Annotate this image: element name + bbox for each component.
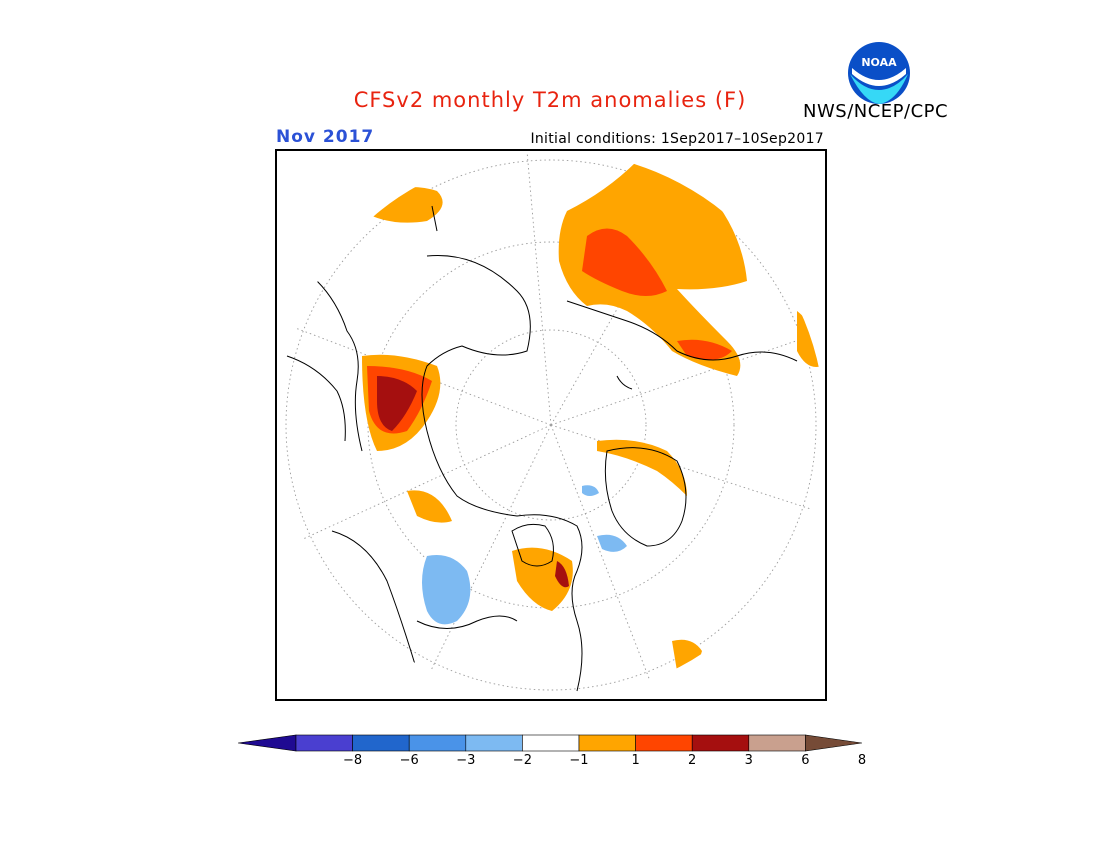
noaa-logo-text: NOAA bbox=[861, 56, 897, 69]
colorbar-tick-label: 3 bbox=[744, 753, 753, 768]
europe-darkred bbox=[555, 561, 569, 588]
colorbar-segment bbox=[578, 734, 636, 752]
colorbar-tick-label: 8 bbox=[857, 753, 867, 768]
initial-conditions: Initial conditions: 1Sep2017–10Sep2017 bbox=[530, 131, 824, 147]
colorbar-segment bbox=[522, 734, 580, 752]
colorbar-segment bbox=[465, 734, 523, 752]
agency-label: NWS/NCEP/CPC bbox=[803, 101, 949, 122]
anomaly-shading bbox=[362, 161, 822, 671]
east-pacific-orange bbox=[367, 187, 443, 223]
colorbar-segment bbox=[352, 734, 410, 752]
arctic-cool-blue bbox=[597, 534, 627, 552]
colorbar-segment bbox=[408, 734, 467, 752]
colorbar-tick-label: −1 bbox=[569, 753, 589, 768]
colorbar-tick-label: 1 bbox=[631, 753, 640, 768]
east-asia-red bbox=[677, 339, 732, 360]
colorbar-segment bbox=[295, 734, 353, 752]
colorbar-segment bbox=[748, 734, 806, 752]
color-legend bbox=[237, 733, 863, 753]
arctic-orange bbox=[407, 490, 452, 523]
asia-east-orange bbox=[672, 639, 702, 671]
graticule bbox=[277, 151, 825, 699]
colorbar-max-arrow bbox=[805, 734, 863, 752]
colorbar-svg bbox=[237, 734, 863, 752]
colorbar-tick-label: −3 bbox=[456, 753, 476, 768]
north-america-cool-blue bbox=[422, 555, 471, 625]
forecast-month: Nov 2017 bbox=[276, 127, 375, 147]
map-title: CFSv2 monthly T2m anomalies (F) bbox=[353, 88, 747, 112]
colorbar-segment bbox=[635, 734, 693, 752]
colorbar-tick-label: 6 bbox=[801, 753, 810, 768]
colorbar-tick-label: 2 bbox=[688, 753, 697, 768]
colorbar-tick-label: −2 bbox=[512, 753, 532, 768]
colorbar-tick-label: −6 bbox=[399, 753, 419, 768]
colorbar-segment bbox=[691, 734, 750, 752]
polar-map bbox=[275, 149, 827, 701]
colorbar-tick-label: −8 bbox=[343, 753, 363, 768]
north-america-darkred bbox=[377, 376, 417, 431]
siberia-red bbox=[582, 228, 667, 296]
arctic-cool-blue-small bbox=[582, 485, 599, 496]
coastlines bbox=[286, 205, 798, 692]
noaa-logo: NOAA bbox=[846, 40, 912, 106]
colorbar-min-arrow bbox=[237, 734, 297, 752]
north-atlantic-orange bbox=[797, 311, 822, 367]
